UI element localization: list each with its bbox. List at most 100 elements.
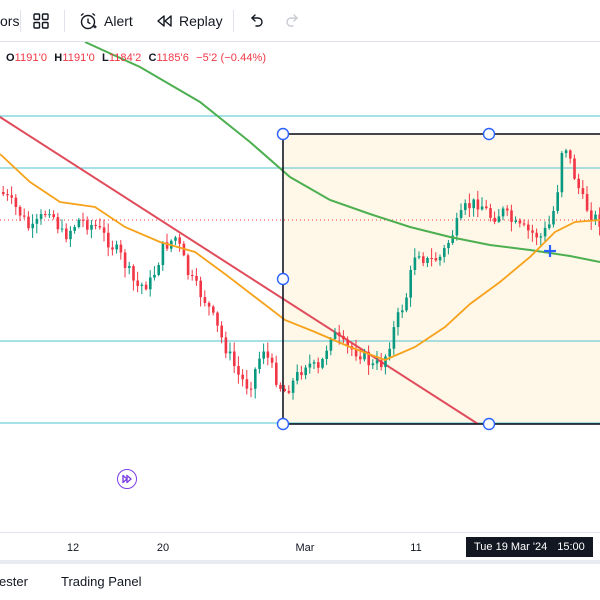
- candle-body: [451, 235, 454, 243]
- slow-moving-average[interactable]: [84, 42, 600, 263]
- candle-body: [14, 197, 18, 207]
- candle-body: [212, 306, 215, 313]
- candle-body: [39, 214, 43, 219]
- candle-body: [10, 195, 13, 198]
- time-tick: 12: [66, 542, 80, 554]
- candle-body: [308, 363, 312, 368]
- candle-body: [304, 367, 307, 376]
- candle-body: [191, 275, 194, 277]
- time-axis[interactable]: 12 20 Mar 11 Tue 19 Mar '24 15:00: [0, 532, 600, 560]
- price-plot[interactable]: [0, 42, 600, 532]
- candle-body: [220, 325, 223, 338]
- horizontal-lines[interactable]: [0, 115, 600, 424]
- candle-body: [438, 256, 442, 261]
- candle-body: [228, 351, 232, 354]
- undo-button[interactable]: [247, 0, 265, 42]
- candle-body: [140, 284, 144, 286]
- candle-body: [581, 188, 585, 195]
- range-handles[interactable]: [276, 127, 496, 431]
- handle-bottom-mid[interactable]: [482, 417, 496, 431]
- candle-body: [426, 258, 429, 263]
- indicators-button[interactable]: ors: [0, 0, 19, 42]
- handle-mid-left[interactable]: [276, 272, 290, 286]
- candle-body: [405, 297, 408, 311]
- handle-top-left[interactable]: [276, 127, 290, 141]
- candle-body: [224, 337, 228, 354]
- candle-body: [115, 244, 118, 250]
- redo-icon: [284, 12, 302, 30]
- candle-body: [254, 369, 257, 389]
- chart-pane[interactable]: O1191'0 H1191'0 L1184'2 C1185'6 −5'2 (−0…: [0, 42, 600, 560]
- trading-panel-tab[interactable]: Trading Panel: [61, 574, 142, 589]
- candle-body: [128, 266, 131, 268]
- candle-body: [556, 192, 559, 211]
- candle-body: [123, 252, 127, 268]
- handle-top-mid[interactable]: [482, 127, 496, 141]
- strategy-tester-tab[interactable]: ester: [0, 574, 28, 589]
- candle-body: [174, 237, 177, 241]
- fast-moving-average[interactable]: [0, 153, 600, 361]
- candle-body: [359, 356, 362, 360]
- candle-body: [86, 220, 89, 230]
- candle-body: [430, 258, 433, 260]
- candle-body: [417, 256, 421, 258]
- alert-button[interactable]: Alert: [78, 0, 133, 42]
- candle-body: [552, 210, 555, 225]
- change-value: −5'2 (−0.44%): [196, 52, 267, 64]
- high-value: 1191'0: [62, 52, 95, 64]
- redo-button[interactable]: [284, 0, 302, 42]
- indicators-label: ors: [0, 13, 20, 29]
- candle-body: [6, 194, 9, 196]
- alert-label: Alert: [104, 13, 133, 29]
- candle-body: [392, 327, 396, 349]
- crosshair-date: Tue 19 Mar '24: [474, 541, 548, 553]
- handle-bottom-left[interactable]: [276, 417, 290, 431]
- replay-point-icon[interactable]: [117, 469, 137, 489]
- time-tick: 20: [156, 542, 170, 554]
- candle-body: [325, 350, 328, 359]
- grid-layout-icon: [32, 12, 50, 30]
- candle-body: [65, 228, 68, 240]
- candle-body: [577, 178, 580, 189]
- candle-body: [548, 224, 551, 228]
- candle-body: [489, 208, 492, 218]
- replay-button[interactable]: Replay: [155, 0, 223, 42]
- candle-body: [497, 216, 501, 222]
- candle-body: [413, 257, 417, 270]
- candle-body: [464, 203, 467, 211]
- candle-body: [501, 208, 505, 217]
- trend-line[interactable]: [0, 116, 479, 425]
- candle-body: [77, 219, 81, 228]
- candle-body: [270, 357, 274, 363]
- candle-body: [585, 194, 589, 211]
- candle-body: [178, 237, 181, 244]
- candle-body: [472, 199, 475, 209]
- toolbar-divider: [64, 10, 65, 32]
- candle-body: [207, 302, 211, 307]
- candle-body: [342, 336, 345, 340]
- crosshair-time: 15:00: [557, 541, 585, 553]
- candle-body: [367, 351, 370, 366]
- candle-body: [287, 390, 291, 393]
- candle-body: [56, 217, 60, 230]
- candle-body: [569, 150, 572, 159]
- candle-body: [283, 388, 286, 391]
- candle-body: [153, 274, 156, 278]
- candle-body: [338, 332, 341, 337]
- candle-body: [346, 339, 349, 346]
- candle-body: [312, 362, 316, 364]
- candle-body: [594, 214, 597, 221]
- candle-body: [144, 284, 148, 290]
- candle-body: [573, 158, 576, 179]
- layouts-button[interactable]: [32, 0, 50, 42]
- candle-body: [535, 232, 538, 238]
- candle-body: [590, 210, 593, 221]
- rewind-icon: [155, 12, 173, 30]
- candle-body: [233, 351, 236, 367]
- candle-body: [539, 236, 543, 238]
- high-key: H: [54, 52, 63, 64]
- candle-body: [2, 192, 5, 195]
- ohlc-legend: O1191'0 H1191'0 L1184'2 C1185'6 −5'2 (−0…: [6, 52, 270, 64]
- candle-body: [396, 312, 400, 328]
- toolbar-divider: [20, 10, 21, 32]
